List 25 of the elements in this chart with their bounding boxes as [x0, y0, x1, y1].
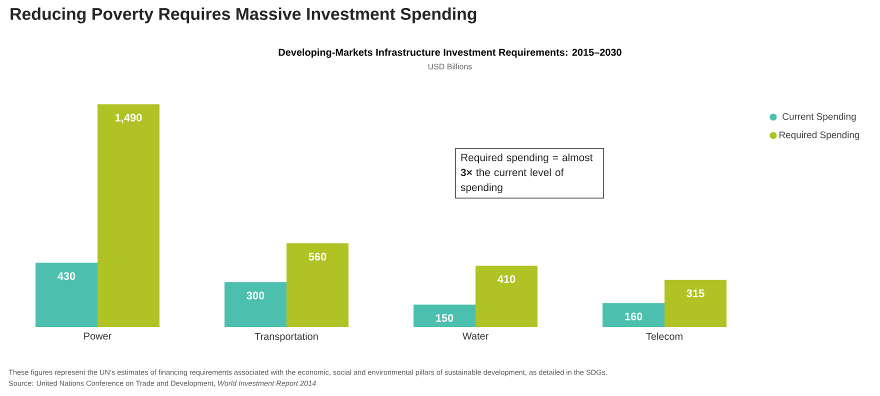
bar [664, 280, 727, 327]
bar [98, 104, 160, 327]
x-tick-label: Power [84, 332, 112, 340]
data-label: 410 [498, 275, 516, 283]
data-label: 300 [246, 292, 264, 300]
x-tick-label: Water [462, 332, 488, 340]
legend-label: Current Spending [782, 112, 856, 122]
data-label: 150 [436, 314, 454, 322]
bar [36, 262, 98, 327]
legend-label: Required Spending [780, 131, 860, 140]
bar [224, 282, 287, 327]
bar [286, 243, 349, 327]
bar [414, 304, 476, 327]
data-label: 315 [686, 289, 704, 298]
data-label: 160 [625, 312, 642, 320]
annotation: Required spending = almost 3× the current level of spending [460, 154, 593, 194]
bar [602, 303, 665, 327]
chart-subtitle: Developing-Markets Infrastructure Investment Requirements: 2015–2030 [278, 48, 622, 58]
x-tick-label: Telecom [646, 332, 682, 340]
data-label: 560 [308, 252, 326, 261]
chart-title: Reducing Poverty Requires Massive Investment Spending [10, 8, 476, 24]
data-label: 430 [58, 272, 76, 280]
x-tick-label: Transportation [254, 332, 318, 342]
bar [476, 266, 538, 327]
data-label: 1,490 [115, 114, 142, 124]
